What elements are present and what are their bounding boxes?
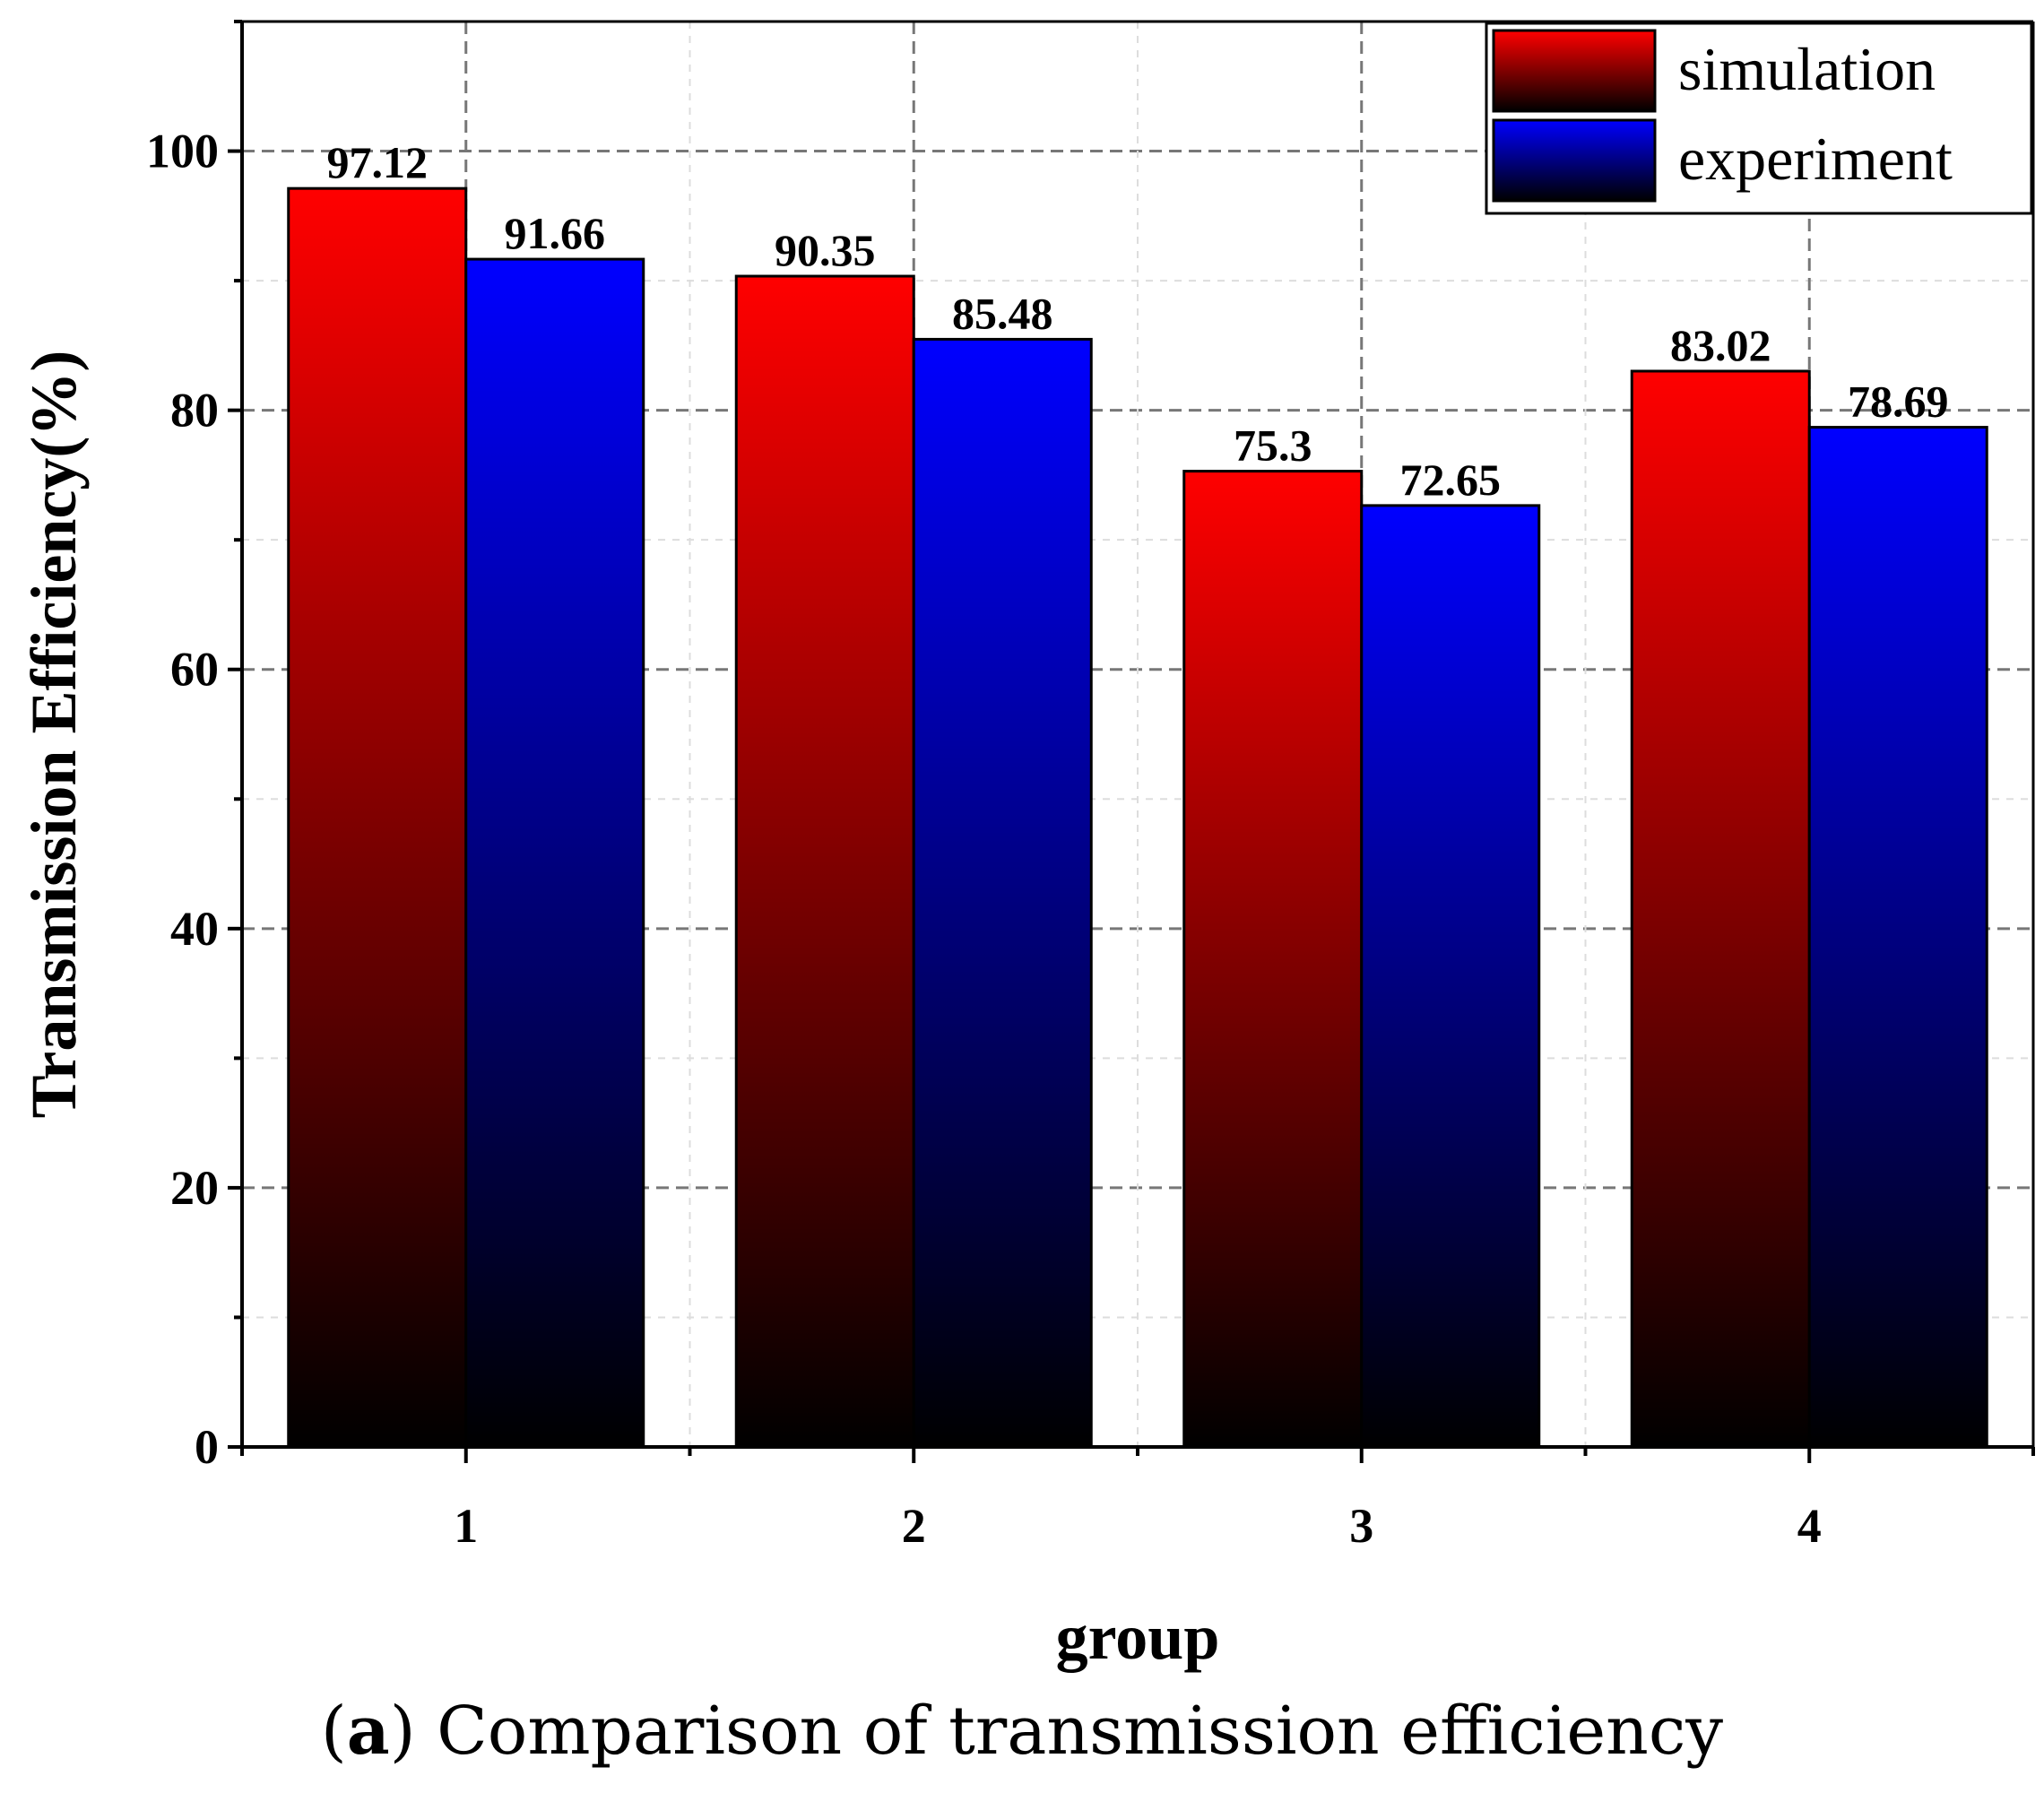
data-label-simulation-2: 90.35 <box>775 225 876 275</box>
data-label-simulation-3: 75.3 <box>1234 420 1312 471</box>
legend-label-simulation: simulation <box>1678 35 1936 103</box>
data-label-experiment-2: 85.48 <box>952 288 1053 338</box>
y-tick-label-0: 0 <box>195 1420 219 1474</box>
x-tick-label-4: 4 <box>1797 1499 1822 1553</box>
caption-label: a <box>346 1693 390 1770</box>
caption-text: Comparison of transmission efficiency <box>437 1693 1724 1770</box>
y-tick-label-100: 100 <box>146 125 219 178</box>
bar-experiment-2 <box>912 337 1093 1449</box>
bar-simulation-2 <box>734 274 915 1449</box>
legend: simulation experiment <box>1485 22 2033 215</box>
bar-experiment-3 <box>1360 504 1541 1449</box>
y-axis-title: Transmission Efficiency(%) <box>18 351 90 1119</box>
bar-chart: 97.12 90.35 75.3 83.02 91.66 85.48 72.65 78.69 0… <box>18 20 2035 1673</box>
bar-simulation-1 <box>287 186 468 1449</box>
axes <box>228 20 2035 1463</box>
data-label-experiment-3: 72.65 <box>1400 455 1502 505</box>
legend-label-experiment: experiment <box>1678 125 1953 193</box>
data-label-simulation-4: 83.02 <box>1670 320 1771 370</box>
data-label-simulation-1: 97.12 <box>327 137 429 187</box>
data-label-experiment-4: 78.69 <box>1848 377 1949 427</box>
legend-swatch-experiment <box>1492 118 1657 203</box>
x-axis-title: group <box>1056 1601 1220 1673</box>
y-tick-label-20: 20 <box>170 1161 219 1215</box>
x-tick-label-2: 2 <box>902 1499 926 1553</box>
figure-caption: (a) Comparison of transmission efficienc… <box>320 1693 1724 1770</box>
bar-simulation-4 <box>1630 369 1811 1449</box>
labels: 97.12 90.35 75.3 83.02 91.66 85.48 72.65 78.69 0… <box>18 125 1949 1673</box>
bar-experiment-4 <box>1807 426 1988 1449</box>
bars <box>287 186 1988 1449</box>
y-tick-label-80: 80 <box>170 384 219 437</box>
y-tick-label-60: 60 <box>170 643 219 697</box>
data-label-experiment-1: 91.66 <box>505 208 606 258</box>
bar-simulation-3 <box>1182 470 1364 1449</box>
y-tick-label-40: 40 <box>170 902 219 956</box>
bar-experiment-1 <box>464 257 645 1449</box>
x-tick-label-1: 1 <box>454 1499 478 1553</box>
legend-swatch-simulation <box>1492 29 1657 113</box>
x-tick-label-3: 3 <box>1349 1499 1373 1553</box>
